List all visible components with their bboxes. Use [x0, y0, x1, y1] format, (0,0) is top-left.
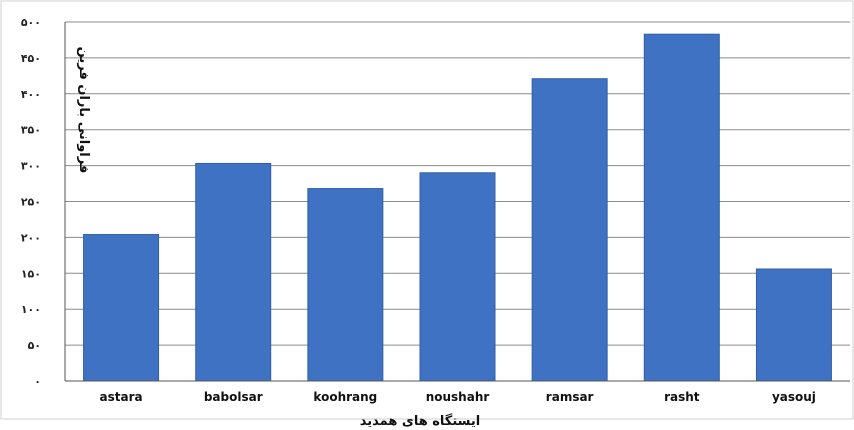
- bar-yasouj: [755, 268, 832, 382]
- y-tick-label: ۲۵۰: [21, 196, 41, 209]
- y-tick-label: ۵۰: [28, 339, 41, 352]
- x-tick-label: yasouj: [772, 390, 816, 404]
- bar-ramsar: [531, 78, 608, 382]
- y-tick-label: ۰: [34, 375, 41, 388]
- bar-koohrang: [307, 188, 384, 382]
- x-tick-label: rasht: [664, 390, 700, 404]
- y-tick-label: ۳۵۰: [21, 124, 41, 137]
- bar-astara: [83, 234, 160, 382]
- y-tick-label: ۱۵۰: [21, 267, 41, 280]
- y-tick-labels: ۰ ۵۰ ۱۰۰ ۱۵۰ ۲۰۰ ۲۵۰ ۳۰۰ ۳۵۰ ۴۰۰ ۴۵۰ ۵۰۰: [21, 16, 41, 388]
- x-tick-label: ramsar: [546, 390, 594, 404]
- y-tick-label: ۵۰۰: [21, 16, 41, 29]
- y-tick-label: ۳۰۰: [21, 160, 41, 173]
- bar-babolsar: [195, 162, 272, 382]
- x-tick-label: babolsar: [204, 390, 263, 404]
- x-axis-title: ایستگاه های همدید: [360, 413, 480, 429]
- y-tick-label: ۲۰۰: [21, 231, 41, 244]
- bar-rasht: [643, 33, 720, 382]
- x-tick-label: koohrang: [313, 390, 377, 404]
- y-axis-title: فراوانی باران فرین: [76, 47, 91, 174]
- bar-noushahr: [419, 172, 496, 382]
- y-tick-label: ۴۰۰: [21, 88, 41, 101]
- y-tick-label: ۴۵۰: [21, 52, 41, 65]
- y-tick-label: ۱۰۰: [21, 303, 41, 316]
- x-tick-label: noushahr: [426, 390, 490, 404]
- x-tick-labels: astara babolsar koohrang noushahr ramsar rash…: [100, 390, 816, 404]
- x-tick-label: astara: [100, 390, 143, 404]
